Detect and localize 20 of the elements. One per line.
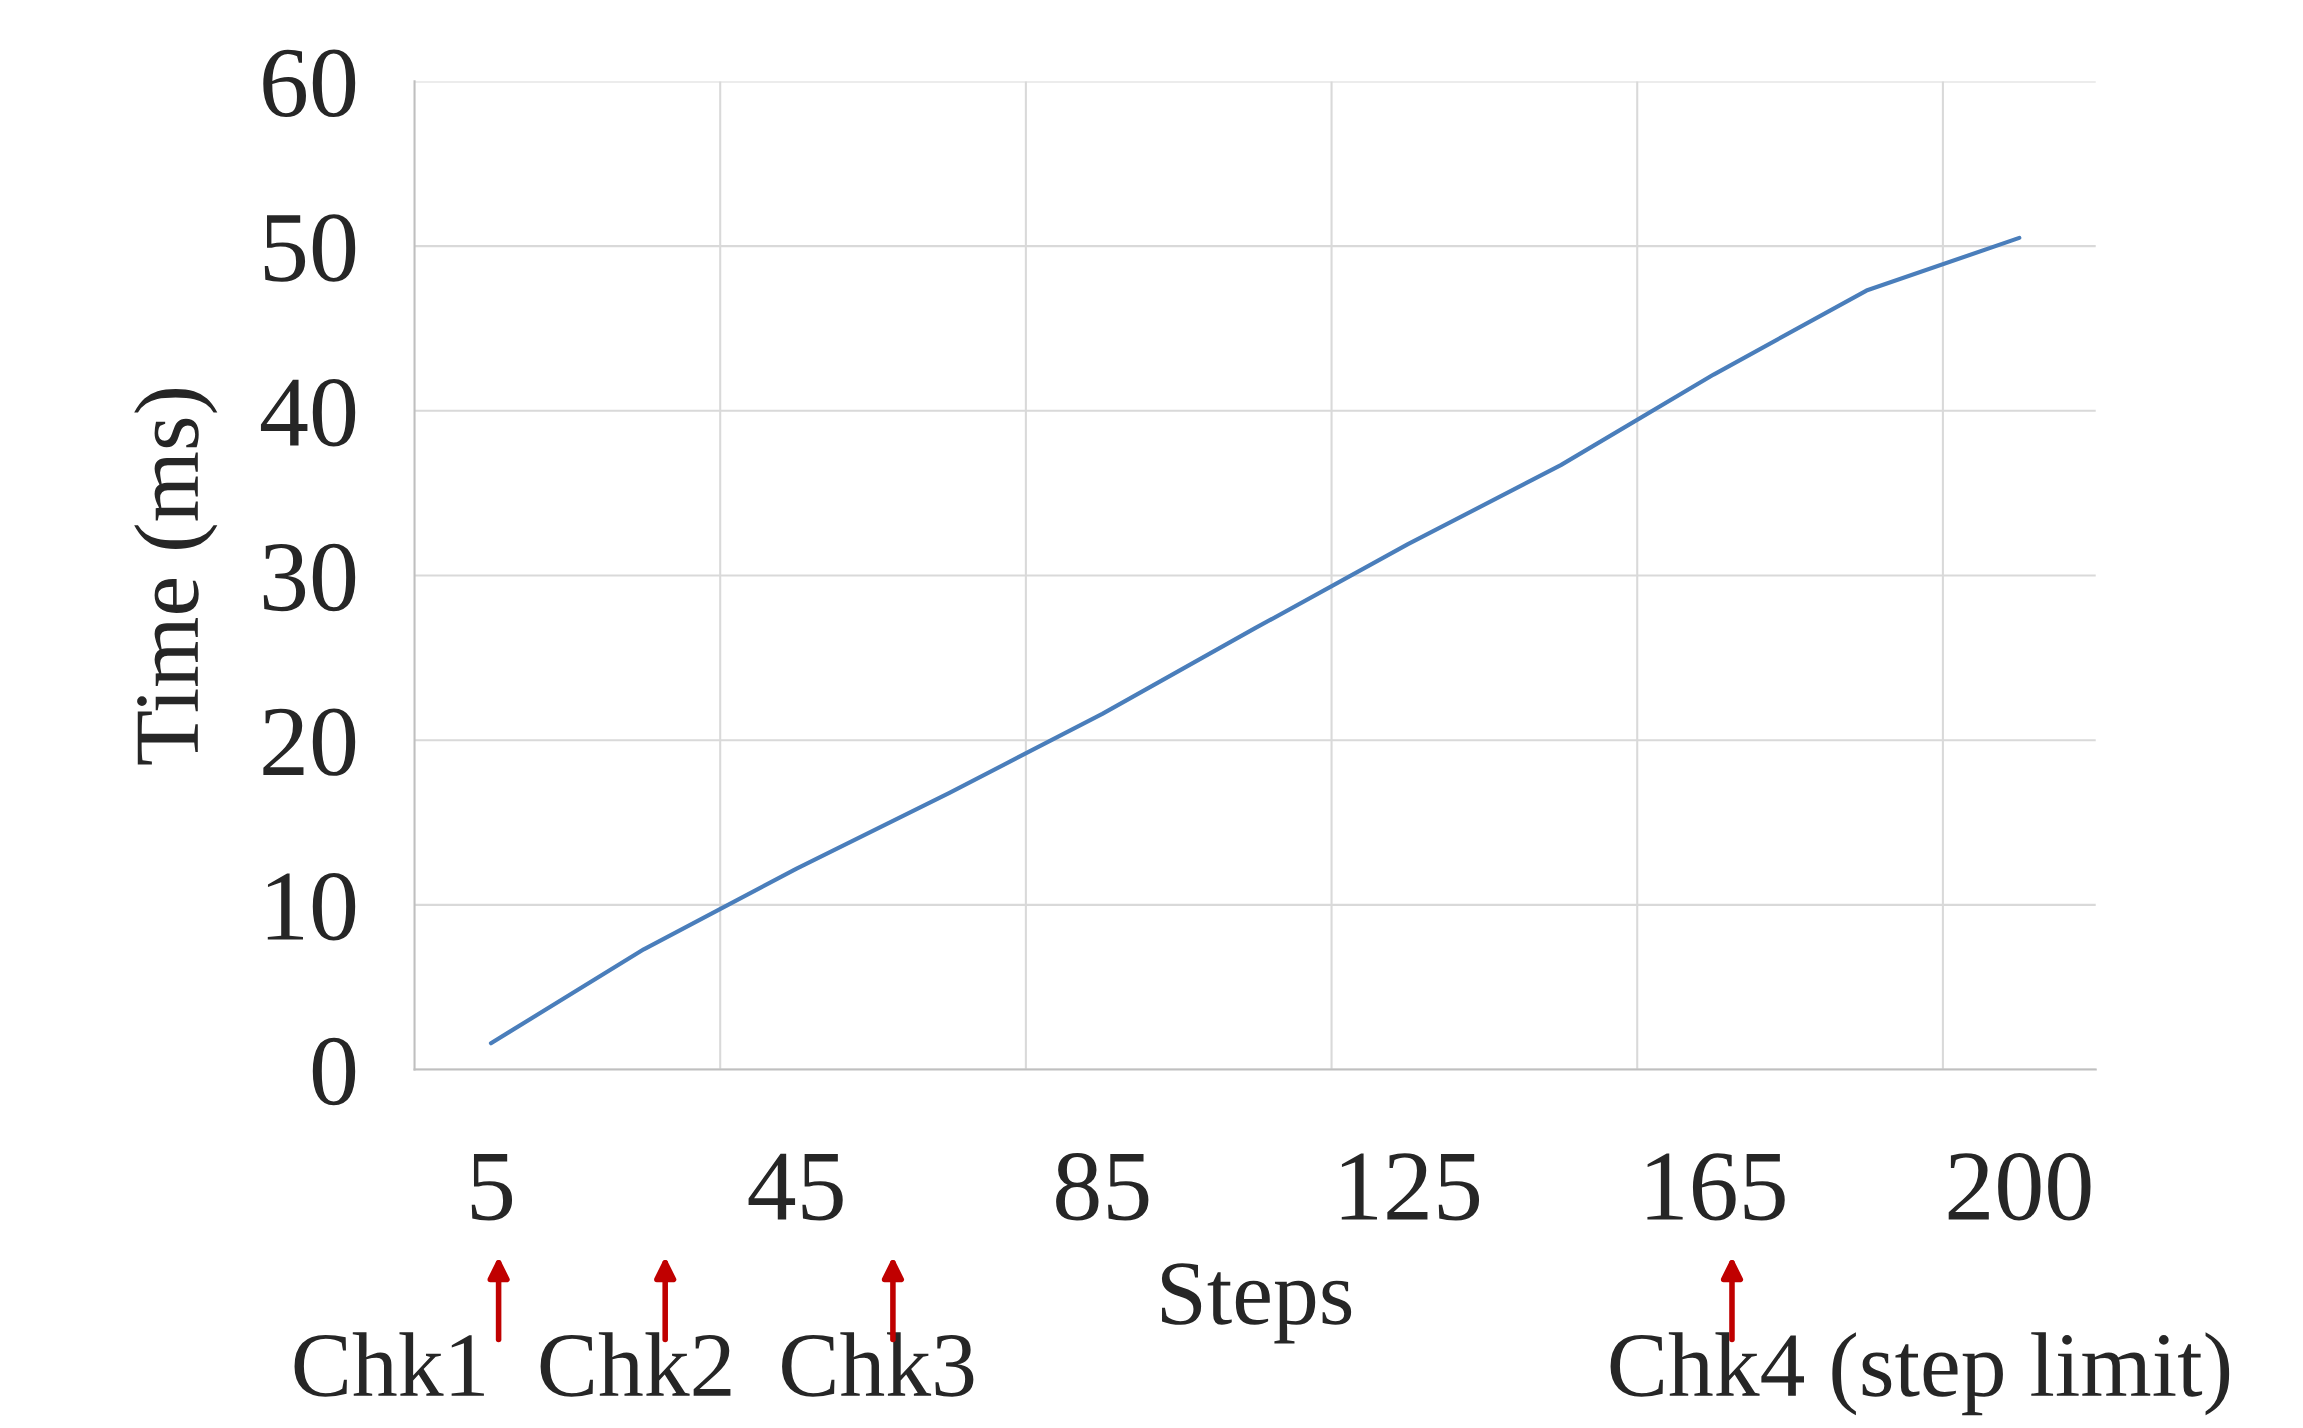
text: Chk4 (step limit) xyxy=(1610,1332,2230,1416)
y-tick-label: 30 xyxy=(263,543,356,612)
y-tick-label: 50 xyxy=(264,214,356,282)
y-tick-label: 0 xyxy=(312,1037,356,1106)
x-tick-label: 85 xyxy=(1056,1153,1149,1221)
text: Chk3 xyxy=(782,1332,974,1397)
x-axis-title: Steps xyxy=(1161,1263,1352,1344)
text: Chk1 xyxy=(294,1332,484,1397)
line-series xyxy=(488,235,2022,1046)
y-tick-label: 20 xyxy=(263,708,356,776)
y-axis-title: Time (ms) xyxy=(134,388,218,765)
x-tick-label: 125 xyxy=(1341,1153,1480,1221)
y-tick-label: 60 xyxy=(263,49,356,118)
x-tick-label: 5 xyxy=(471,1154,513,1221)
x-tick-label: 45 xyxy=(748,1153,843,1221)
text: Chk2 xyxy=(540,1332,731,1397)
x-tick-label: 200 xyxy=(1948,1153,2091,1221)
y-tick-label: 40 xyxy=(260,378,356,447)
x-tick-label: 165 xyxy=(1647,1153,1785,1221)
y-tick-label: 10 xyxy=(267,873,356,941)
